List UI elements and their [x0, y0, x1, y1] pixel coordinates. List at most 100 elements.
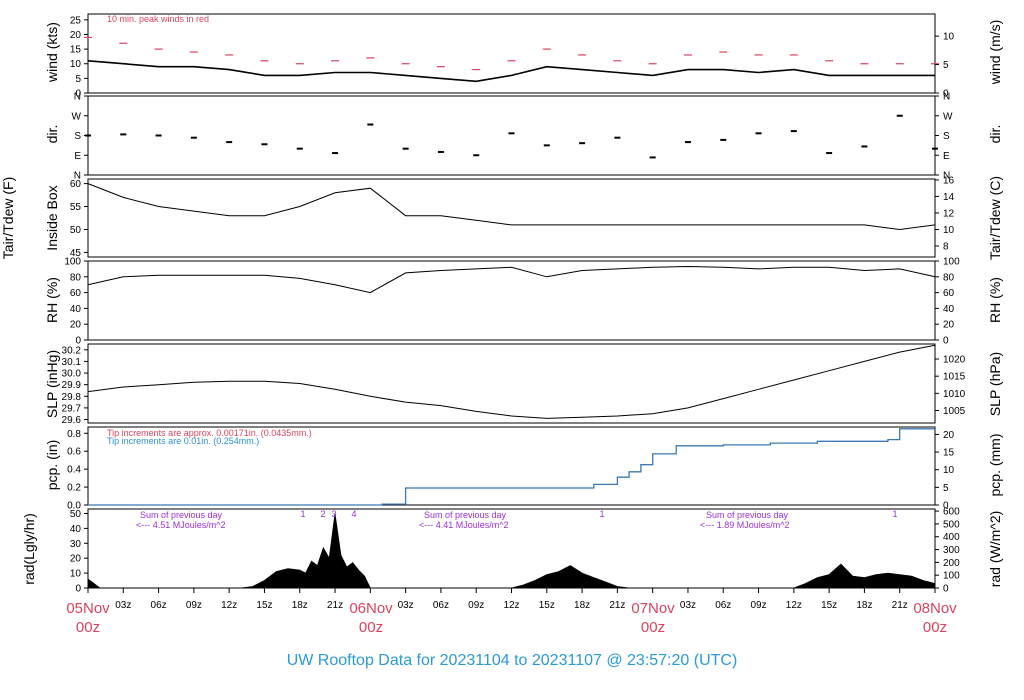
slp-right-label: SLP (hPa)	[987, 352, 1003, 416]
x-hour-tick-label: 18z	[292, 600, 308, 611]
slp-left-tick-label: 30.1	[62, 357, 82, 368]
slp-left-tick-label: 30.0	[62, 369, 82, 380]
x-hour-tick-label: 03z	[115, 600, 131, 611]
dir-right-tick-label: E	[943, 151, 950, 162]
wind-left-tick-label: 10	[70, 59, 82, 70]
x-hour-tick-label: 15z	[821, 600, 837, 611]
x-hour-tick-label: 09z	[468, 600, 484, 611]
x-hour-tick-label: 03z	[680, 600, 696, 611]
x-hour-tick-label: 18z	[856, 600, 872, 611]
x-hour-label: 00z	[359, 619, 383, 636]
dir-panel-frame	[87, 95, 936, 176]
x-hour-label: 00z	[641, 619, 665, 636]
rad-marker: 1	[599, 509, 604, 519]
rad-sum-line1: Sum of previous day	[424, 510, 507, 520]
pcp-right-tick-label: 5	[943, 483, 949, 494]
rh-right-tick-label: 100	[943, 257, 960, 268]
slp-left-label: SLP (inHg)	[44, 350, 60, 418]
slp-right-tick-label: 1010	[943, 389, 966, 400]
rad-sum-line2: <--- 4.41 MJoules/m^2	[419, 520, 509, 530]
rh-right-label: RH (%)	[987, 277, 1003, 323]
x-hour-label: 00z	[923, 619, 947, 636]
x-hour-tick-label: 06z	[151, 600, 167, 611]
x-day-label: 06Nov	[349, 600, 393, 617]
wind-panel-frame	[87, 13, 936, 94]
x-hour-label: 00z	[76, 619, 100, 636]
wind-right-tick-label: 0	[943, 89, 949, 100]
x-hour-tick-label: 12z	[221, 600, 237, 611]
dir-left-tick-label: N	[74, 171, 81, 182]
rh-left-tick-label: 40	[70, 304, 82, 315]
rad-left-tick-label: 0	[75, 584, 81, 595]
pcp-left-tick-label: 0.6	[67, 447, 81, 458]
temp-panel-frame	[87, 178, 936, 258]
wind-left-tick-label: 25	[70, 15, 82, 26]
x-hour-tick-label: 21z	[327, 600, 343, 611]
temp-left-tick-label: 55	[70, 202, 82, 213]
rad-right-tick-label: 400	[943, 532, 960, 543]
rad-marker: 4	[351, 509, 356, 519]
pcp-left-tick-label: 0.0	[67, 501, 81, 512]
pcp-left-tick-label: 0.4	[67, 465, 81, 476]
rad-left-tick-label: 20	[70, 554, 82, 565]
slp-left-tick-label: 30.2	[62, 345, 82, 356]
dir-right-tick-label: W	[943, 111, 953, 122]
rad-sum-line2: <--- 4.51 MJoules/m^2	[136, 520, 226, 530]
slp-line	[87, 344, 936, 419]
pcp-line	[88, 428, 935, 506]
rh-right-tick-label: 0	[943, 336, 949, 347]
rh-right-tick-label: 60	[943, 288, 955, 299]
x-hour-tick-label: 09z	[186, 600, 202, 611]
pcp-right-tick-label: 15	[943, 448, 955, 459]
rad-marker: 2	[320, 509, 325, 519]
dir-left-tick-label: E	[74, 151, 81, 162]
temp-line	[87, 183, 936, 231]
rad-sum-line2: <--- 1.89 MJoules/m^2	[700, 520, 790, 530]
pcp-left-tick-label: 0.2	[67, 483, 81, 494]
rad-area	[87, 513, 936, 589]
dir-right-tick-label: N	[943, 92, 950, 103]
wind-right-tick-label: 5	[943, 60, 949, 71]
slp-right-tick-label: 1015	[943, 372, 966, 383]
rad-right-tick-label: 600	[943, 507, 960, 518]
pcp-tip-note-blue: Tip increments are 0.01in. (0.254mm.)	[107, 436, 259, 446]
rad-right-tick-label: 500	[943, 519, 960, 530]
rad-right-tick-label: 100	[943, 571, 960, 582]
rad-marker: 3	[331, 509, 336, 519]
temp-right-tick-label: 12	[943, 208, 955, 219]
temp-right-tick-label: 14	[943, 192, 955, 203]
temp-right-label: Tair/Tdew (C)	[987, 176, 1003, 260]
temp-left-tick-label: 60	[70, 179, 82, 190]
rh-right-tick-label: 20	[943, 320, 955, 331]
slp-left-tick-label: 29.8	[62, 392, 82, 403]
temp-left-label-2: Inside Box	[44, 185, 60, 250]
temp-right-tick-label: 16	[943, 175, 955, 186]
x-hour-tick-label: 21z	[609, 600, 625, 611]
wind-right-label: wind (m/s)	[987, 20, 1003, 86]
slp-left-tick-label: 29.6	[62, 415, 82, 426]
dir-right-tick-label: N	[943, 171, 950, 182]
wind-right-tick-label: 10	[943, 32, 955, 43]
x-hour-tick-label: 15z	[539, 600, 555, 611]
slp-right-tick-label: 1005	[943, 406, 966, 417]
pcp-panel-frame	[87, 426, 936, 506]
rh-panel-frame	[87, 260, 936, 341]
dir-left-label: dir.	[44, 125, 60, 144]
pcp-left-tick-label: 0.8	[67, 429, 81, 440]
pcp-left-label: pcp. (in)	[44, 440, 60, 491]
temp-right-tick-label: 8	[943, 241, 949, 252]
wind-left-tick-label: 0	[75, 89, 81, 100]
wind-left-tick-label: 20	[70, 30, 82, 41]
pcp-right-tick-label: 10	[943, 465, 955, 476]
x-hour-tick-label: 06z	[715, 600, 731, 611]
x-hour-tick-label: 12z	[503, 600, 519, 611]
x-hour-tick-label: 21z	[892, 600, 908, 611]
dir-left-tick-label: W	[72, 111, 82, 122]
rh-left-label: RH (%)	[44, 277, 60, 323]
rad-left-label: rad(Lgly/hr)	[21, 513, 37, 585]
dir-left-tick-label: N	[74, 92, 81, 103]
rad-sum-line1: Sum of previous day	[706, 510, 789, 520]
x-hour-tick-label: 03z	[398, 600, 414, 611]
x-hour-tick-label: 12z	[786, 600, 802, 611]
